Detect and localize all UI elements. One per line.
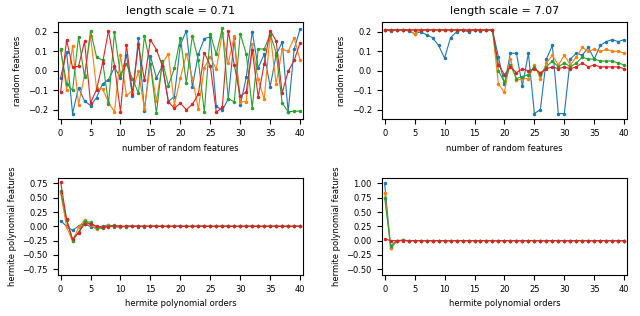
X-axis label: number of random features: number of random features xyxy=(446,144,563,153)
Y-axis label: hermite polynomial features: hermite polynomial features xyxy=(332,167,341,286)
Y-axis label: random features: random features xyxy=(337,36,346,106)
Title: length scale = 7.07: length scale = 7.07 xyxy=(450,6,559,16)
Y-axis label: hermite polynomial features: hermite polynomial features xyxy=(8,167,17,286)
X-axis label: hermite polynomial orders: hermite polynomial orders xyxy=(125,299,236,308)
Title: length scale = 0.71: length scale = 0.71 xyxy=(126,6,235,16)
X-axis label: number of random features: number of random features xyxy=(122,144,239,153)
Y-axis label: random features: random features xyxy=(13,36,22,106)
X-axis label: hermite polynomial orders: hermite polynomial orders xyxy=(449,299,560,308)
